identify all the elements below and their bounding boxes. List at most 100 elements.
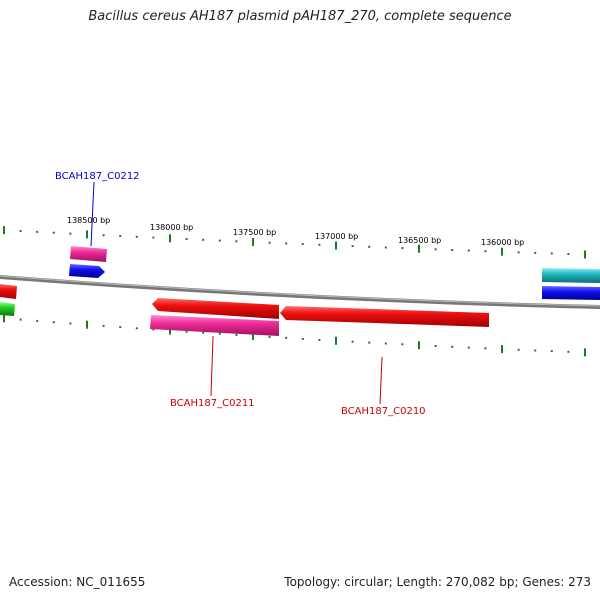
lower-tick-mark [401, 343, 404, 346]
lower-tick-mark [517, 348, 520, 351]
lower-tick-mark [102, 324, 105, 327]
lower-tick-mark [534, 349, 537, 352]
upper-tick-mark [384, 246, 387, 249]
upper-tick-mark [484, 250, 487, 253]
lower-tick-mark [418, 341, 420, 350]
lower-tick-mark [484, 347, 487, 350]
upper-tick-mark [501, 247, 503, 256]
lower-scale-ticks [3, 314, 586, 357]
upper-scale-ticks [3, 226, 586, 259]
gene-green-left[interactable] [0, 302, 15, 316]
lower-tick-mark [36, 319, 39, 322]
leader-c0212 [90, 181, 95, 247]
lower-tick-mark [567, 350, 570, 353]
lower-tick-mark [301, 337, 304, 340]
upper-tick-mark [567, 253, 570, 255]
lower-tick-mark [252, 331, 254, 340]
lower-tick-mark [451, 345, 454, 348]
lower-tick-mark [467, 346, 470, 349]
upper-tick-mark [534, 251, 537, 254]
lower-tick-mark [135, 327, 138, 330]
upper-tick-mark [69, 232, 72, 235]
gene-label-c0210[interactable]: BCAH187_C0210 [341, 406, 426, 417]
lower-tick-mark [152, 328, 155, 331]
upper-tick-mark [19, 230, 22, 233]
upper-tick-mark [418, 244, 420, 253]
upper-tick-mark [252, 238, 254, 246]
lower-tick-mark [169, 326, 171, 335]
gene-label-c0212[interactable]: BCAH187_C0212 [55, 171, 140, 182]
lower-tick-mark [3, 314, 5, 323]
upper-tick-mark [401, 247, 404, 250]
upper-tick-mark [584, 250, 586, 259]
upper-tick-mark [119, 235, 122, 237]
gene-blue-arrow[interactable] [69, 264, 105, 278]
upper-tick-mark [318, 243, 321, 246]
leader-c0210 [379, 356, 383, 405]
gene-label-c0211[interactable]: BCAH187_C0211 [170, 398, 255, 409]
lower-tick-mark [202, 331, 205, 334]
lower-tick-mark [86, 320, 88, 329]
upper-tick-mark [351, 245, 354, 248]
lower-tick-mark [368, 341, 371, 344]
upper-tick-mark [52, 231, 55, 234]
plasmid-backbone [0, 275, 600, 309]
upper-tick-mark [335, 241, 337, 250]
gene-c0210-red[interactable] [280, 306, 489, 327]
lower-tick-mark [268, 335, 271, 338]
upper-tick-mark [235, 240, 238, 243]
gene-c0211-red[interactable] [152, 298, 279, 319]
upper-tick-mark [185, 238, 188, 241]
upper-tick-mark [434, 248, 437, 251]
gene-blue-right[interactable] [542, 286, 600, 300]
lower-tick-mark [550, 350, 553, 353]
map-title: Bacillus cereus AH187 plasmid pAH187_270… [88, 9, 512, 24]
tick-label-136500: 136500 bp [398, 236, 441, 245]
lower-tick-mark [185, 330, 188, 333]
upper-tick-mark [86, 230, 88, 239]
lower-tick-mark [218, 332, 221, 335]
lower-tick-mark [119, 326, 122, 329]
lower-tick-mark [384, 342, 387, 345]
upper-tick-mark [218, 239, 221, 242]
upper-tick-mark [451, 249, 454, 251]
tick-label-136000: 136000 bp [481, 238, 524, 247]
upper-tick-mark [517, 251, 520, 254]
lower-tick-mark [285, 336, 288, 339]
tick-label-137500: 137500 bp [233, 228, 276, 237]
upper-tick-mark [550, 252, 553, 255]
lower-tick-mark [318, 338, 321, 341]
upper-tick-mark [135, 235, 138, 238]
upper-tick-mark [368, 245, 371, 248]
upper-tick-mark [467, 249, 470, 252]
leader-c0211 [210, 335, 214, 397]
lower-tick-mark [235, 333, 238, 336]
accession-text: Accession: NC_011655 [9, 575, 146, 589]
upper-tick-mark [169, 234, 171, 243]
gene-red-left[interactable] [0, 284, 17, 299]
lower-tick-mark [52, 321, 55, 324]
lower-tick-mark [335, 336, 337, 345]
tick-label-137000: 137000 bp [315, 232, 358, 241]
tick-label-138500: 138500 bp [67, 216, 110, 225]
tick-label-138000: 138000 bp [150, 223, 193, 232]
sequence-summary: Topology: circular; Length: 270,082 bp; … [284, 575, 591, 589]
upper-tick-mark [202, 238, 205, 241]
upper-tick-mark [152, 236, 155, 239]
lower-tick-mark [351, 340, 354, 343]
upper-tick-mark [301, 243, 304, 246]
lower-tick-mark [19, 318, 22, 321]
upper-tick-mark [3, 226, 5, 235]
gene-cyan-right[interactable] [542, 268, 600, 283]
upper-tick-mark [102, 234, 105, 237]
upper-tick-mark [285, 242, 288, 245]
upper-tick-mark [36, 230, 39, 233]
upper-tick-mark [268, 241, 271, 244]
lower-tick-mark [584, 348, 586, 357]
lower-tick-mark [69, 322, 72, 325]
lower-tick-mark [434, 345, 437, 347]
gene-c0211-pink[interactable] [150, 315, 279, 336]
lower-tick-mark [501, 345, 503, 354]
gene-c0212-pink[interactable] [70, 246, 107, 262]
